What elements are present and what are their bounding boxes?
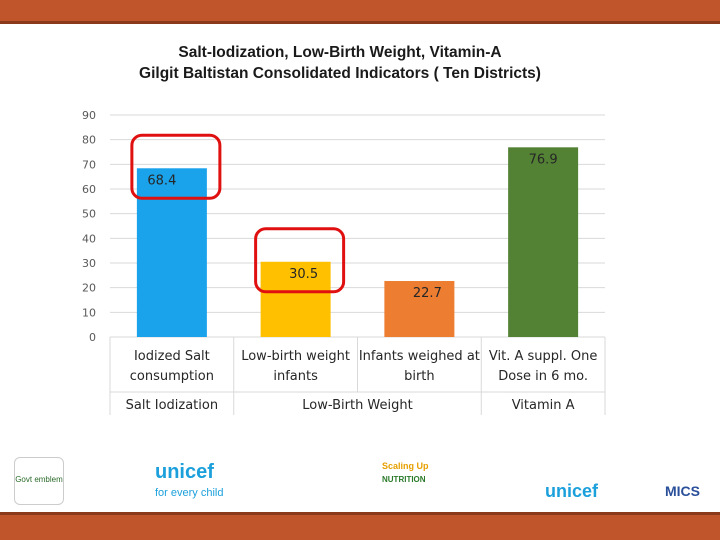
- mics-logo: MICS: [665, 483, 700, 499]
- group-label: Low-Birth Weight: [302, 398, 412, 413]
- top-banner: [0, 0, 720, 24]
- category-label: Infants weighed at: [359, 349, 480, 364]
- y-tick-label: 90: [82, 109, 96, 122]
- group-label: Salt Iodization: [126, 398, 218, 413]
- bar-1: [260, 261, 331, 337]
- unicef-logo-right: unicef: [545, 481, 599, 501]
- sun-logo-sub: NUTRITION: [382, 475, 426, 484]
- category-label: Iodized Salt: [134, 349, 210, 364]
- y-tick-label: 30: [82, 257, 96, 270]
- y-tick-label: 50: [82, 208, 96, 221]
- group-labels: Salt Iodization Low-Birth Weight Vitamin A: [109, 337, 606, 415]
- category-label: Vit. A suppl. One: [489, 349, 597, 364]
- footer-logos: Govt emblem unicef for every child Scali…: [0, 445, 720, 505]
- unicef-tagline: for every child: [155, 487, 224, 499]
- y-tick-label: 10: [82, 306, 96, 319]
- y-tick-label: 60: [82, 183, 96, 196]
- data-label-1: 30.5: [289, 267, 318, 282]
- category-label: Dose in 6 mo.: [498, 369, 588, 384]
- chart-title: Salt-Iodization, Low-Birth Weight, Vitam…: [0, 42, 680, 84]
- highlight-box-1: [254, 227, 346, 294]
- y-tick-label: 40: [82, 232, 96, 245]
- bottom-banner: [0, 512, 720, 540]
- category-label: consumption: [130, 369, 214, 384]
- bar-0: [136, 168, 207, 337]
- data-label-0: 68.4: [147, 173, 176, 188]
- y-tick-label: 20: [82, 282, 96, 295]
- y-tick-label: 80: [82, 134, 96, 147]
- category-labels: Iodized Salt consumption Low-birth weight i…: [130, 349, 598, 384]
- bars: [136, 147, 579, 337]
- sun-logo: Scaling Up: [382, 461, 429, 471]
- highlight-boxes: [130, 133, 346, 294]
- category-label: Low-birth weight: [241, 349, 350, 364]
- bar-2: [384, 281, 455, 337]
- bar-chart: 0 10 20 30 40 50 60 70 80 90 68.4 30.5 22.7 76.9 Iod…: [82, 109, 606, 415]
- government-logo: Govt emblem: [14, 457, 64, 505]
- group-label: Vitamin A: [512, 398, 575, 413]
- y-axis-ticks: 0 10 20 30 40 50 60 70 80 90: [82, 109, 96, 344]
- data-labels: 68.4 30.5 22.7 76.9: [147, 152, 557, 301]
- highlight-box-0: [130, 133, 222, 200]
- title-line-2: Gilgit Baltistan Consolidated Indicators…: [139, 65, 541, 82]
- data-label-2: 22.7: [413, 286, 442, 301]
- bar-3: [508, 147, 579, 337]
- category-label: infants: [273, 369, 318, 384]
- y-tick-label: 70: [82, 158, 96, 171]
- data-label-3: 76.9: [529, 152, 558, 167]
- unicef-logo-left: unicef: [155, 461, 214, 483]
- title-line-1: Salt-Iodization, Low-Birth Weight, Vitam…: [178, 44, 502, 61]
- y-tick-label: 0: [89, 331, 96, 344]
- category-label: birth: [404, 369, 435, 384]
